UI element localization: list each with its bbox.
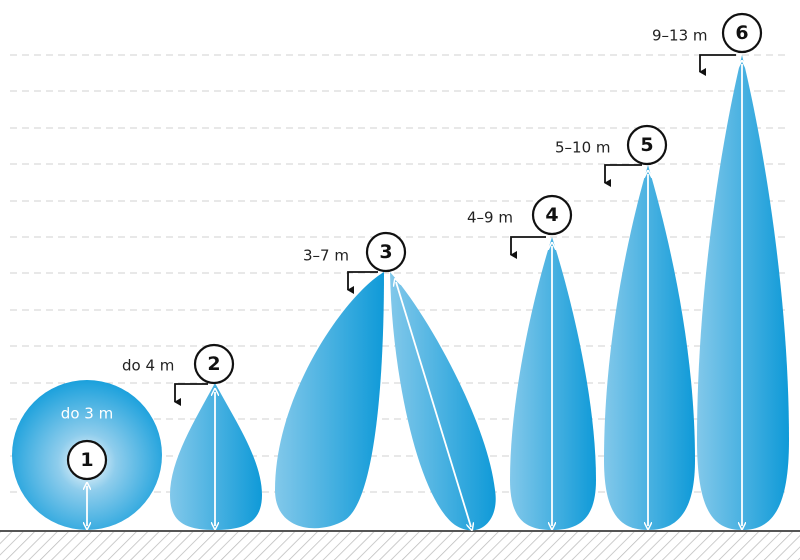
badge: [721, 12, 763, 54]
spray-drop: [697, 55, 789, 530]
spray-drop: [604, 165, 695, 530]
hook-arrow: [347, 271, 378, 294]
hook-arrow: [604, 164, 642, 187]
pattern-6: 9–13 m 6: [652, 12, 789, 530]
range-label: 5–10 m: [555, 139, 611, 157]
pattern-1: do 3 m 1: [12, 380, 162, 530]
badge: [365, 231, 407, 273]
pattern-4: 4–9 m 4: [467, 194, 596, 530]
hook-arrow: [510, 236, 546, 259]
range-label: 3–7 m: [303, 247, 349, 265]
badge-number: 6: [735, 22, 748, 44]
pattern-5: 5–10 m 5: [555, 124, 695, 530]
badge-number: 5: [640, 134, 653, 156]
ground-hatch: [0, 531, 800, 560]
badge-number: 4: [545, 204, 558, 226]
spray-drop: [390, 272, 496, 531]
range-label: do 4 m: [122, 357, 174, 375]
spray-drop: [170, 383, 262, 530]
spray-drop: [510, 237, 596, 530]
range-label: do 3 m: [61, 405, 113, 423]
badge: [66, 439, 108, 481]
range-label: 9–13 m: [652, 27, 708, 45]
badge-number: 3: [379, 241, 392, 263]
badge: [531, 194, 573, 236]
badge-number: 2: [207, 353, 220, 375]
range-label: 4–9 m: [467, 209, 513, 227]
badge: [193, 343, 235, 385]
badge: [626, 124, 668, 166]
hook-arrow: [699, 54, 736, 76]
pattern-2: do 4 m 2: [122, 343, 262, 530]
pattern-3: 3–7 m 3: [275, 231, 496, 531]
badge-number: 1: [80, 449, 93, 471]
range-arrow: [396, 282, 471, 527]
hook-arrow: [174, 383, 208, 406]
spray-drop: [275, 272, 384, 529]
